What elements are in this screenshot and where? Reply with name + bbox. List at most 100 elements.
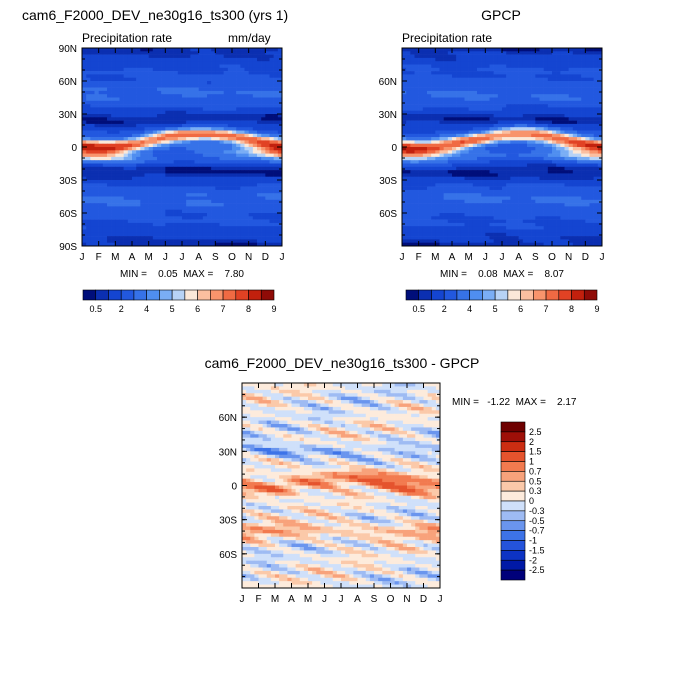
top-right-cell [519, 88, 523, 92]
top-right-cell [535, 140, 539, 144]
top-right-cell [565, 61, 569, 65]
top-right-cell [519, 101, 523, 105]
top-right-cell [406, 117, 410, 121]
top-right-cell [590, 117, 594, 121]
top-right-cell [485, 170, 489, 174]
top-left-cell [170, 58, 174, 62]
top-left-cell [232, 144, 236, 148]
top-left-cell [115, 144, 119, 148]
top-right-cell [535, 65, 539, 69]
top-left-cell [128, 147, 132, 151]
top-left-cell [236, 157, 240, 161]
top-right-cell [527, 81, 531, 85]
top-right-cell [435, 173, 439, 177]
top-right-cell [515, 180, 519, 184]
top-right-cell [552, 74, 556, 78]
top-left-cell [178, 193, 182, 197]
top-left-cell [95, 94, 99, 98]
top-right-cell [515, 91, 519, 95]
top-left-cell [107, 58, 111, 62]
top-right-cell [423, 154, 427, 158]
top-left-cell [253, 121, 257, 125]
top-right-cell [590, 55, 594, 59]
top-right-cell [556, 137, 560, 141]
top-right-cell [435, 68, 439, 72]
top-right-cell [427, 180, 431, 184]
top-left-cell [111, 144, 115, 148]
top-left-cell [170, 164, 174, 168]
top-left-cell [136, 216, 140, 220]
top-left-cell [265, 216, 269, 220]
top-right-cell [440, 173, 444, 177]
top-right-cell [548, 91, 552, 95]
top-right-cell [469, 111, 473, 115]
top-left-cell [224, 154, 228, 158]
top-left-cell [132, 65, 136, 69]
top-right-cell [556, 81, 560, 85]
top-left-cell [157, 233, 161, 237]
top-left-cell [215, 117, 219, 121]
top-left-cell [224, 183, 228, 187]
top-left-cell [86, 127, 90, 131]
top-left-cell [115, 173, 119, 177]
top-right-cell [502, 170, 506, 174]
top-right-cell [498, 55, 502, 59]
top-right-cell [506, 140, 510, 144]
top-right-cell [481, 121, 485, 125]
top-left-cell [111, 197, 115, 201]
top-left-cell [157, 226, 161, 230]
top-left-cell [203, 230, 207, 234]
top-right-cell [465, 98, 469, 102]
top-right-cell [519, 71, 523, 75]
top-left-cell [270, 206, 274, 210]
top-right-cell [410, 164, 414, 168]
top-right-cell [435, 140, 439, 144]
top-right-cell [565, 84, 569, 88]
top-right-cell [481, 91, 485, 95]
top-left-cell [228, 236, 232, 240]
top-right-cell [452, 157, 456, 161]
top-right-cell [569, 48, 573, 52]
top-right-cell [410, 154, 414, 158]
top-right-cell [431, 101, 435, 105]
top-left-cell [95, 107, 99, 111]
top-right-cell [544, 58, 548, 62]
top-left-cell [120, 101, 124, 105]
top-left-cell [245, 78, 249, 82]
top-right-cell [585, 48, 589, 52]
top-right-cell [415, 78, 419, 82]
top-right-cell [502, 84, 506, 88]
top-left-cell [107, 150, 111, 154]
top-right-cell [581, 74, 585, 78]
top-left-cell [99, 104, 103, 108]
top-left-cell [253, 236, 257, 240]
top-right-cell [540, 51, 544, 55]
top-right-cell [419, 117, 423, 121]
top-right-cell [519, 111, 523, 115]
top-left-cell [228, 91, 232, 95]
top-left-cell [232, 94, 236, 98]
top-left-cell [228, 78, 232, 82]
top-left-cell [161, 107, 165, 111]
top-left-cell [95, 55, 99, 59]
top-left-cell [232, 127, 236, 131]
top-right-cell [573, 144, 577, 148]
top-left-cell [140, 197, 144, 201]
top-left-cell [136, 88, 140, 92]
top-left-cell [165, 223, 169, 227]
top-right-cell [477, 160, 481, 164]
top-right-cell [494, 84, 498, 88]
top-right-cell [519, 68, 523, 72]
top-right-cell [565, 65, 569, 69]
top-left-cell [90, 61, 94, 65]
top-right-cell [473, 173, 477, 177]
top-left-cell [207, 216, 211, 220]
top-left-cell [132, 157, 136, 161]
top-right-cell [594, 84, 598, 88]
top-right-cell [531, 88, 535, 92]
top-left-cell [199, 160, 203, 164]
top-right-cell [556, 94, 560, 98]
top-right-cell [577, 164, 581, 168]
top-left-cell [220, 206, 224, 210]
top-left-cell [95, 84, 99, 88]
